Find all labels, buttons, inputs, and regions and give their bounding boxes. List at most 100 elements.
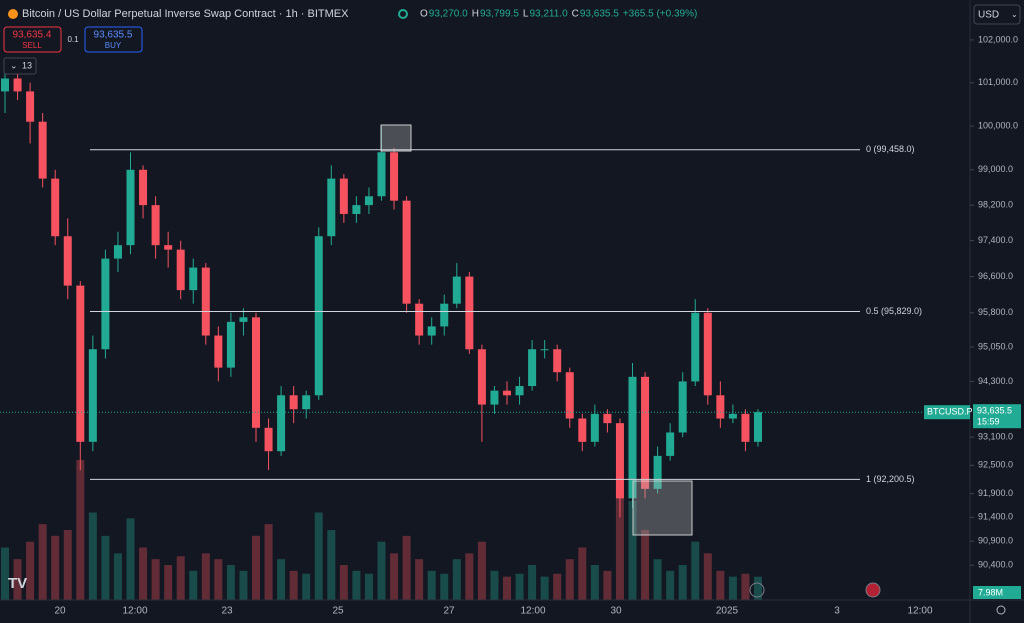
candle-body — [314, 236, 323, 396]
candle-body — [164, 245, 173, 250]
candle-body — [653, 455, 662, 489]
ohlc-change: +365.5 (+0.39%) — [623, 9, 698, 20]
candle-body — [691, 312, 700, 382]
candle-body — [51, 178, 60, 237]
volume-bar — [101, 535, 110, 600]
volume-bar — [201, 553, 210, 600]
candle-body — [615, 423, 624, 499]
ohlc-key: O — [420, 9, 428, 20]
candle-body — [289, 395, 298, 410]
candle-body — [402, 200, 411, 304]
ohlc: O 93,270.0 H 93,799.5 L 93,211.0 C 93,635.5 +365… — [420, 9, 697, 20]
candle-body — [176, 249, 185, 291]
volume-bar — [264, 524, 273, 600]
candle-body — [26, 91, 35, 122]
y-tick-label: 101,000.0 — [978, 77, 1018, 87]
coin-icon — [8, 9, 18, 19]
sell-price: 93,635.4 — [13, 30, 52, 41]
candle-body — [352, 205, 361, 214]
status-dot — [398, 9, 408, 19]
volume-bar — [314, 512, 323, 600]
candle-body — [565, 372, 574, 419]
volume-bar — [164, 565, 173, 600]
candle-body — [415, 303, 424, 336]
candle-body — [38, 121, 47, 179]
candle-body — [126, 169, 135, 246]
volume-bar — [126, 518, 135, 600]
candle-body — [641, 376, 650, 489]
candle-body — [666, 432, 675, 456]
volume-tag-text: 7.98M — [978, 587, 1003, 597]
volume-bar — [515, 573, 524, 600]
volume-bar — [728, 576, 737, 600]
volume-bar — [578, 547, 587, 600]
candle-body — [528, 349, 537, 387]
volume-bar — [38, 524, 47, 600]
event-icon[interactable] — [749, 582, 765, 598]
volume-bar — [13, 559, 22, 600]
y-tick-label: 91,400.0 — [978, 512, 1013, 522]
volume-tag — [973, 586, 1021, 599]
candle-body — [716, 395, 725, 419]
candle-body — [603, 413, 612, 424]
candle-body — [277, 395, 286, 452]
volume-bar — [716, 570, 725, 600]
candle-body — [113, 245, 122, 259]
y-tick-label: 102,000.0 — [978, 34, 1018, 44]
candle-body — [440, 303, 449, 327]
x-tick-label: 12:00 — [907, 606, 932, 617]
volume-bar — [151, 559, 160, 600]
buy-price: 93,635.5 — [94, 30, 133, 41]
candle-body — [101, 258, 110, 350]
volume-bar — [226, 565, 235, 600]
volume-bar — [741, 573, 750, 600]
volume-bar — [302, 573, 311, 600]
volume-bar — [565, 559, 574, 600]
volume-bar — [277, 559, 286, 600]
candle-body — [264, 427, 273, 452]
volume-bar — [139, 547, 148, 600]
candle-body — [628, 376, 637, 499]
volume-bar — [490, 570, 499, 600]
volume-bar — [452, 559, 461, 600]
y-tick-label: 96,600.0 — [978, 271, 1013, 281]
volume-bar — [352, 570, 361, 600]
y-tick-label: 98,200.0 — [978, 199, 1013, 209]
volume-bar — [754, 576, 762, 600]
candle-body — [214, 335, 223, 368]
volume-bar — [666, 570, 675, 600]
volume-bar — [427, 570, 436, 600]
settings-icon[interactable] — [996, 605, 1006, 615]
buy-label: BUY — [105, 41, 122, 50]
volume-bar — [252, 535, 260, 600]
volume-bar — [88, 512, 97, 600]
ohlc-key: H — [472, 9, 479, 20]
indicator-toggle[interactable] — [3, 57, 37, 75]
plot — [1, 61, 762, 600]
volume-bar — [653, 559, 662, 600]
candle-body — [63, 236, 72, 286]
volume-bar — [364, 573, 373, 600]
sell-label: SELL — [22, 41, 42, 50]
candle-body — [578, 418, 587, 442]
price-tag-value: 93,635.5 — [977, 406, 1012, 416]
volume-bar — [63, 530, 72, 600]
sell-button[interactable] — [3, 26, 62, 53]
currency-button[interactable] — [973, 4, 1021, 25]
symbol-tag — [924, 405, 970, 420]
candle-body — [364, 196, 373, 206]
buy-button[interactable] — [84, 26, 143, 53]
annotation-box — [380, 124, 412, 152]
candle-body — [741, 413, 750, 442]
price-tag — [973, 404, 1021, 429]
volume-bar — [1, 547, 9, 600]
candle-body — [189, 267, 198, 291]
event-icon[interactable] — [865, 582, 881, 598]
volume-bar — [339, 565, 348, 600]
volume-bar — [189, 570, 198, 600]
volume-bar — [76, 460, 85, 600]
ohlc-value: 93,211.0 — [529, 9, 568, 20]
volume-bar — [113, 553, 122, 600]
y-tick-label: 95,800.0 — [978, 307, 1013, 317]
volume-bar — [51, 535, 60, 600]
